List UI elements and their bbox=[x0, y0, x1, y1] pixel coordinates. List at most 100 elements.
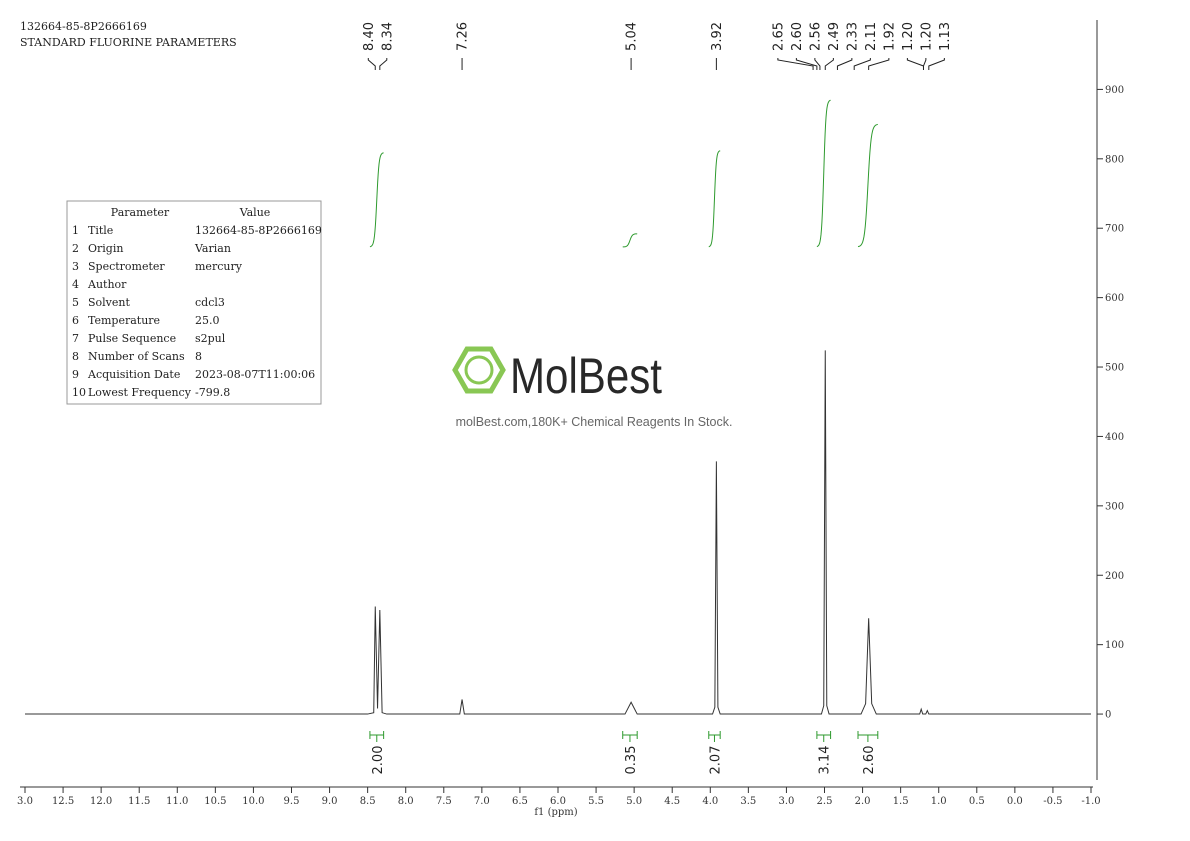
x-tick-label: 10.5 bbox=[204, 796, 226, 807]
x-tick-label: -1.0 bbox=[1081, 796, 1100, 807]
integral-label: 3.14 bbox=[818, 746, 833, 775]
x-tick-label: 1.0 bbox=[931, 796, 947, 807]
table-cell: Title bbox=[88, 224, 113, 237]
x-tick-label: 9.0 bbox=[322, 796, 338, 807]
y-tick-label: 300 bbox=[1105, 501, 1124, 512]
logo-hexagon bbox=[452, 346, 506, 394]
parameter-rows: Parameter Value 1 Title 132664-85-8P2666169 2… bbox=[72, 206, 322, 399]
table-cell: 2 bbox=[72, 242, 79, 255]
integral-bracket bbox=[369, 731, 385, 742]
x-tick-label: 12.0 bbox=[90, 796, 112, 807]
table-cell: Solvent bbox=[88, 296, 130, 309]
y-tick-label: 900 bbox=[1105, 85, 1124, 96]
y-tick-label: 0 bbox=[1105, 710, 1111, 721]
x-axis-label: f1 (ppm) bbox=[534, 807, 577, 818]
brand: MolBest bbox=[510, 348, 662, 404]
x-tick-label: 5.0 bbox=[626, 796, 642, 807]
peak-connector bbox=[906, 58, 924, 70]
integral-curve bbox=[622, 233, 638, 248]
x-tick-label: 4.0 bbox=[702, 796, 718, 807]
table-cell: Spectrometer bbox=[88, 260, 165, 273]
column-header: Value bbox=[239, 206, 271, 219]
y-tick-label: 700 bbox=[1105, 224, 1124, 235]
peak-label: 5.04 bbox=[625, 22, 640, 51]
x-tick-label: 11.5 bbox=[128, 796, 150, 807]
table-cell: Number of Scans bbox=[88, 350, 185, 363]
table-cell: 25.0 bbox=[195, 314, 220, 327]
peak-connector bbox=[853, 58, 871, 70]
column-header: Parameter bbox=[111, 206, 170, 219]
y-tick-label: 500 bbox=[1105, 363, 1124, 374]
table-cell: 2023-08-07T11:00:06 bbox=[195, 368, 315, 381]
x-tick-label: 9.5 bbox=[284, 796, 300, 807]
table-cell: Author bbox=[87, 278, 127, 291]
peak-connector bbox=[836, 58, 853, 70]
integral-label: 2.60 bbox=[862, 746, 877, 775]
tagline: molBest.com,180K+ Chemical Reagents In S… bbox=[456, 415, 733, 429]
table-cell: 4 bbox=[72, 278, 79, 291]
peak-label: 2.11 bbox=[864, 22, 879, 51]
x-tick-label: -0.5 bbox=[1043, 796, 1062, 807]
x-tick-label: 2.5 bbox=[817, 796, 833, 807]
x-tick-label: 10.0 bbox=[242, 796, 264, 807]
x-tick-label: 4.5 bbox=[664, 796, 680, 807]
integral-label: 2.00 bbox=[371, 746, 386, 775]
table-cell: 9 bbox=[72, 368, 79, 381]
table-cell: mercury bbox=[195, 260, 243, 273]
y-tick-label: 600 bbox=[1105, 293, 1124, 304]
peak-connector bbox=[868, 58, 890, 70]
table-cell: 1 bbox=[72, 224, 79, 237]
integral-bracket bbox=[622, 731, 638, 742]
table-cell: Acquisition Date bbox=[87, 368, 180, 381]
table-cell: s2pul bbox=[195, 332, 226, 345]
x-tick-label: 6.0 bbox=[550, 796, 566, 807]
peak-label: 2.33 bbox=[845, 22, 860, 51]
x-tick-label: 12.5 bbox=[52, 796, 74, 807]
peak-connector bbox=[379, 58, 388, 70]
integral-curve bbox=[816, 99, 831, 248]
peak-label: 2.60 bbox=[790, 22, 805, 51]
table-cell: Lowest Frequency bbox=[88, 386, 192, 399]
peak-label: 8.34 bbox=[380, 22, 395, 51]
integral-curve bbox=[857, 123, 878, 248]
peak-label: 1.20 bbox=[901, 22, 916, 51]
logo-ring bbox=[464, 355, 494, 385]
peak-connector bbox=[814, 58, 821, 70]
integral-label: 2.07 bbox=[708, 746, 723, 775]
peak-label: 7.26 bbox=[456, 22, 471, 51]
table-cell: 3 bbox=[72, 260, 79, 273]
x-tick-label: 1.5 bbox=[893, 796, 909, 807]
peak-connector bbox=[367, 58, 376, 70]
x-tick-label: 7.5 bbox=[436, 796, 452, 807]
integral-bracket bbox=[857, 731, 879, 742]
table-cell: 6 bbox=[72, 314, 79, 327]
peak-label: 1.13 bbox=[938, 22, 953, 51]
peak-connector bbox=[795, 58, 818, 70]
y-tick-label: 200 bbox=[1105, 571, 1124, 582]
parameter-table bbox=[66, 200, 322, 405]
integral-bracket bbox=[816, 731, 832, 742]
integral-curve bbox=[708, 150, 721, 248]
x-tick-label: 5.5 bbox=[588, 796, 604, 807]
table-cell: Temperature bbox=[88, 314, 160, 327]
sample-id: 132664-85-8P2666169 bbox=[20, 20, 147, 33]
integral-label: 0.35 bbox=[624, 746, 639, 775]
x-tick-label: 3.5 bbox=[740, 796, 756, 807]
x-tick-label: 3.0 bbox=[17, 796, 33, 807]
peak-connector bbox=[928, 58, 945, 70]
x-tick-label: 8.5 bbox=[360, 796, 376, 807]
x-tick-label: 0.5 bbox=[969, 796, 985, 807]
peak-label: 2.56 bbox=[808, 22, 823, 51]
spectrum-line bbox=[25, 350, 1091, 715]
x-tick-label: 7.0 bbox=[474, 796, 490, 807]
peak-label: 1.20 bbox=[919, 22, 934, 51]
peak-label: 2.65 bbox=[771, 22, 786, 51]
x-tick-label: 6.5 bbox=[512, 796, 528, 807]
table-cell: 8 bbox=[72, 350, 79, 363]
y-tick-label: 400 bbox=[1105, 432, 1124, 443]
peak-label: 1.92 bbox=[882, 22, 897, 51]
table-cell: 5 bbox=[72, 296, 79, 309]
table-cell: -799.8 bbox=[195, 386, 230, 399]
